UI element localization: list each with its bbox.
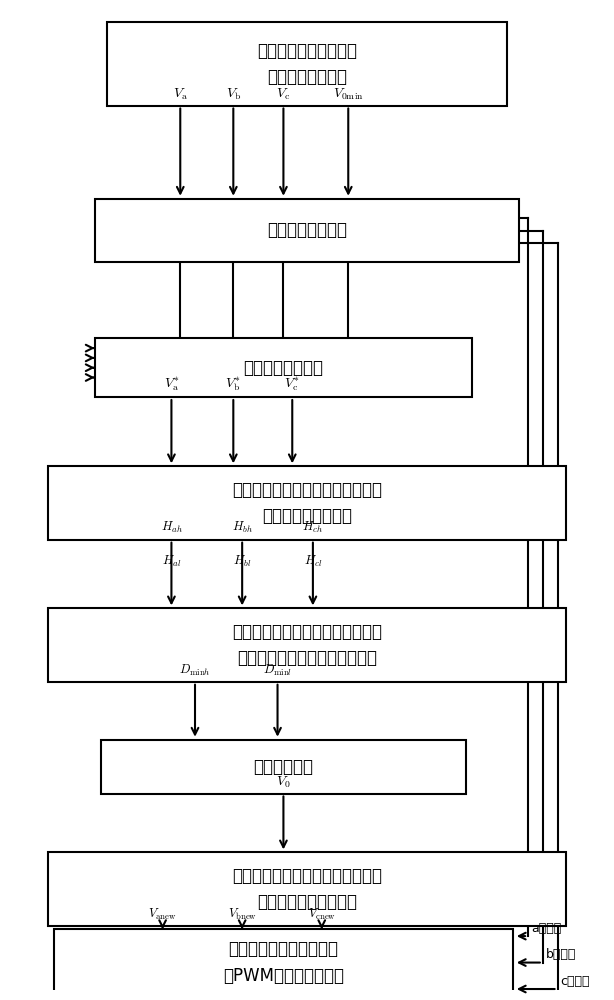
Text: $H_{bl}$: $H_{bl}$ xyxy=(233,554,251,569)
Text: 求三相中间调制波: 求三相中间调制波 xyxy=(243,359,324,377)
Text: 采样三相原始调制波，
计算最小零序分量: 采样三相原始调制波， 计算最小零序分量 xyxy=(257,42,357,86)
Text: $H_{bh}$: $H_{bh}$ xyxy=(231,520,252,535)
Text: $V_{\rm a}$: $V_{\rm a}$ xyxy=(173,86,188,102)
Text: $V_{\rm anew}$: $V_{\rm anew}$ xyxy=(149,907,177,922)
Text: $V_{\rm cnew}$: $V_{\rm cnew}$ xyxy=(308,907,336,922)
Text: c相载波: c相载波 xyxy=(561,975,590,988)
Text: $H_{ah}$: $H_{ah}$ xyxy=(160,520,182,535)
Bar xyxy=(95,199,519,262)
Text: $H_{ch}$: $H_{ch}$ xyxy=(302,520,324,535)
Text: $V_{\rm c}$: $V_{\rm c}$ xyxy=(276,86,290,102)
Text: 将三相调制波与载波比较
发PWM波，控制逆变器: 将三相调制波与载波比较 发PWM波，控制逆变器 xyxy=(223,940,344,985)
Text: $H_{cl}$: $H_{cl}$ xyxy=(304,554,322,569)
Text: $H_{al}$: $H_{al}$ xyxy=(162,554,181,569)
Bar xyxy=(107,22,507,106)
Bar xyxy=(48,608,566,682)
Text: 计算零序分量: 计算零序分量 xyxy=(254,758,313,776)
Bar xyxy=(101,740,466,794)
Text: 在三相中间调制波的基础上叠加零
序分量得到三相调制波: 在三相中间调制波的基础上叠加零 序分量得到三相调制波 xyxy=(232,867,382,911)
Bar xyxy=(95,338,472,397)
Text: $V_{\rm bnew}$: $V_{\rm bnew}$ xyxy=(228,907,257,922)
Text: $V_{\rm b}^{*}$: $V_{\rm b}^{*}$ xyxy=(225,375,241,393)
Text: $V_{\rm a}^{*}$: $V_{\rm a}^{*}$ xyxy=(163,375,179,393)
Text: $D_{\min l}$: $D_{\min l}$ xyxy=(263,663,292,678)
Text: $V_{\rm b}$: $V_{\rm b}$ xyxy=(226,86,241,102)
Text: 根据三相中间调制波的位置，确定
所处载波的上下边界: 根据三相中间调制波的位置，确定 所处载波的上下边界 xyxy=(232,481,382,525)
Bar xyxy=(53,929,513,996)
Bar xyxy=(48,852,566,926)
Text: $V_0$: $V_0$ xyxy=(276,774,290,790)
Text: $D_{\min h}$: $D_{\min h}$ xyxy=(179,663,211,678)
Text: $V_{\rm c}^{*}$: $V_{\rm c}^{*}$ xyxy=(284,375,300,393)
Bar xyxy=(48,466,566,540)
Text: b相载波: b相载波 xyxy=(546,948,576,961)
Text: 计算三相中间调制波到上下边界的
距离，并求得最小上下边界距离: 计算三相中间调制波到上下边界的 距离，并求得最小上下边界距离 xyxy=(232,623,382,667)
Text: $V_{\rm 0min}$: $V_{\rm 0min}$ xyxy=(333,86,363,102)
Text: 确定三相载波相位: 确定三相载波相位 xyxy=(267,222,347,239)
Text: a相载波: a相载波 xyxy=(531,922,561,935)
